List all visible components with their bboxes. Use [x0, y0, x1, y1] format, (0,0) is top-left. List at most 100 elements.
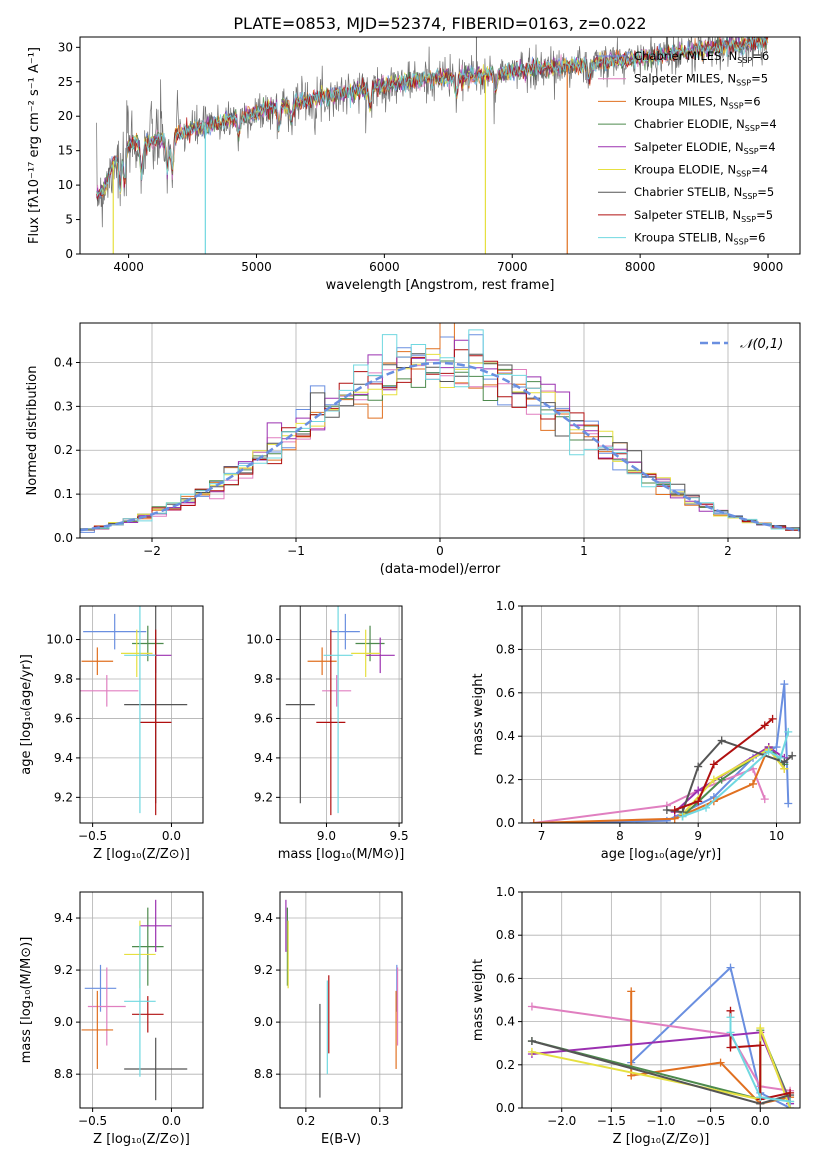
age_vs_mass-xtick-label: 9.0 [317, 829, 336, 843]
legend-nssp-prefix: , N [728, 140, 744, 154]
mass_weight_vs_age-ylabel: mass weight [471, 673, 486, 755]
legend-nssp-eq: = [756, 208, 766, 222]
mass_weight_vs_Z-axes: −2.0 −1.5 −1.0 −0.5 0.0 0.0 0.2 0.4 0.6 0.8 1.0 Z [… [471, 885, 801, 1147]
mass-weight-marker [764, 747, 773, 756]
mass_weight_vs_age-xtick-label: 7 [538, 829, 546, 843]
age_vs_Z-ytick-label: 10.0 [46, 633, 73, 647]
spectrum-xtick-label: 6000 [369, 260, 400, 274]
legend-nssp-eq: = [751, 163, 761, 177]
spectrum-ytick-label: 25 [58, 75, 73, 89]
legend-nssp-eq: = [760, 117, 770, 131]
errorbar-point [351, 629, 381, 678]
legend-nssp-sub: SSP [737, 56, 752, 65]
legend-nssp-value: 4 [769, 117, 776, 131]
mass_vs_ebv-ytick-label: 9.0 [254, 1015, 273, 1029]
age_vs_mass-plot-area [285, 606, 395, 816]
legend-nssp-value: 5 [761, 72, 768, 86]
spectrum-model-line [96, 37, 769, 197]
legend-nssp-prefix: , N [720, 72, 736, 86]
mass_weight_vs_Z-ytick-label: 0.8 [496, 928, 515, 942]
mass_weight_vs_Z-xtick-label: −2.0 [547, 1114, 576, 1128]
legend-model-name: Chabrier ELODIE [634, 117, 729, 131]
mass_weight_vs_age-frame: 7 8 9 10 0.0 0.2 0.4 0.6 0.8 1.0 age [log₁₀(age/yr… [471, 599, 801, 862]
legend-model-name: Salpeter STELIB [634, 208, 725, 222]
spectrum-frame: 4000 5000 6000 7000 8000 9000 0 5 10 15 20 25 30 wave… [27, 36, 801, 293]
mass-weight-line [533, 683, 790, 823]
errorbar-point [84, 964, 117, 1012]
mass-weight-line [729, 1017, 791, 1103]
spectrum-ytick-label: 10 [58, 178, 73, 192]
mass_weight_vs_age-plot-area [529, 680, 797, 823]
mass_vs_Z-ytick-label: 9.0 [54, 1015, 73, 1029]
mass_vs_ebv-frame: 0.2 0.3 8.8 9.0 9.2 9.4 E(B-V) [254, 891, 403, 1147]
mass_vs_ebv-axes-frame [279, 891, 403, 1109]
legend-label: 𝒩(0,1) [740, 337, 783, 352]
mass_vs_ebv-axes: 0.2 0.3 8.8 9.0 9.2 9.4 E(B-V) [254, 891, 403, 1147]
mass_vs_ebv-ytick-label: 9.2 [254, 963, 273, 977]
mass_vs_Z-plot-area [81, 899, 188, 1101]
legend-nssp-eq: = [744, 94, 754, 108]
mass-weight-marker [529, 819, 538, 823]
legend-nssp-eq: = [757, 185, 767, 199]
mass-weight-marker [527, 1002, 536, 1011]
legend-nssp-eq: = [751, 72, 761, 86]
age_vs_mass-ytick-label: 9.2 [254, 790, 273, 804]
spectrum-ytick-label: 20 [58, 109, 73, 123]
residuals-xtick-label: −1 [287, 544, 305, 558]
errorbar-point [132, 996, 164, 1033]
mass-weight-marker [527, 1037, 536, 1046]
mass-weight-marker [756, 1093, 765, 1102]
legend-nssp-sub: SSP [745, 124, 760, 133]
legend-nssp-sub: SSP [744, 147, 759, 156]
age_vs_mass-xlabel: mass [log₁₀(M/M⊙)] [278, 847, 405, 862]
legend-nssp-value: 6 [758, 231, 765, 245]
figure-title: PLATE=0853, MJD=52374, FIBERID=0163, z=0… [233, 14, 646, 33]
mass_weight_vs_age-xlabel: age [log₁₀(age/yr)] [601, 847, 722, 862]
mass-weight-marker [726, 963, 735, 972]
mass_vs_Z-xlabel: Z [log₁₀(Z/Z⊙)] [93, 1132, 190, 1147]
mass-weight-marker [702, 803, 711, 812]
mass_weight_vs_Z-plot-area [527, 963, 795, 1108]
mass-weight-marker [716, 1058, 725, 1067]
mass_weight_vs_Z-ytick-label: 0.6 [496, 971, 515, 985]
legend-nssp-eq: = [749, 231, 759, 245]
legend-nssp-sub: SSP [734, 238, 749, 247]
mass_weight_vs_Z-ylabel: mass weight [471, 959, 486, 1041]
mass_weight_vs_Z-ytick-label: 0.2 [496, 1058, 515, 1072]
spectrum-axes: 4000 5000 6000 7000 8000 9000 0 5 10 15 20 25 30 wave… [27, 36, 801, 293]
spectrum-xtick-label: 8000 [625, 260, 656, 274]
mass-weight-marker [694, 797, 703, 806]
legend-label: Salpeter ELODIE, NSSP=4 [634, 140, 776, 156]
errorbar-point [121, 629, 153, 678]
legend-label: Salpeter STELIB, NSSP=5 [634, 208, 773, 224]
mass-weight-marker [786, 1097, 795, 1106]
age_vs_Z-xtick-label: 0.0 [162, 829, 181, 843]
mass_weight_vs_Z-xtick-label: −1.0 [646, 1114, 675, 1128]
mass_weight_vs_age-ytick-label: 0.4 [496, 729, 515, 743]
mass_vs_Z-axes-frame [79, 891, 204, 1109]
residuals-xtick-label: 0 [436, 544, 444, 558]
age_vs_Z-plot-area [80, 606, 188, 816]
legend-nssp-eq: = [759, 140, 769, 154]
mass-weight-marker [726, 1028, 735, 1037]
mass_weight_vs_Z-ytick-label: 1.0 [496, 885, 515, 899]
mass_vs_Z-xtick-label: 0.0 [162, 1114, 181, 1128]
errorbar-point [307, 647, 337, 676]
mass-weight-marker [756, 1041, 765, 1050]
mass-weight-marker [694, 786, 703, 795]
errorbar-point [124, 1037, 188, 1101]
legend-model-name: Kroupa ELODIE [634, 163, 720, 177]
mass_vs_ebv-xtick-label: 0.3 [370, 1114, 389, 1128]
spectrum-xtick-label: 9000 [753, 260, 784, 274]
legend-label: Chabrier ELODIE, NSSP=4 [634, 117, 777, 133]
residuals-xtick-label: 1 [580, 544, 588, 558]
legend-nssp-value: 4 [768, 140, 775, 154]
mass-weight-marker [662, 805, 671, 814]
spectrum-plot-area [96, 37, 769, 254]
mass_vs_Z-ytick-label: 8.8 [54, 1067, 73, 1081]
age_vs_mass-ytick-label: 10.0 [246, 633, 273, 647]
legend-label: Chabrier STELIB, NSSP=5 [634, 185, 774, 201]
legend-nssp-sub: SSP [729, 101, 744, 110]
spectrum-axes-frame [79, 36, 801, 255]
